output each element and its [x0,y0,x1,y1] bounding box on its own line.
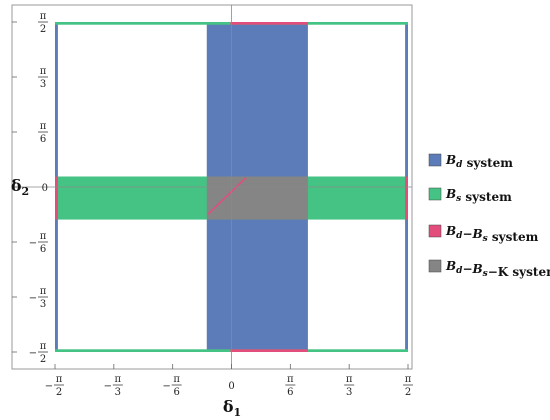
y-tick-label: π3 [38,66,48,90]
legend-swatch [428,224,442,238]
tick-denominator: 3 [40,299,46,310]
legend-swatch [428,187,442,201]
tick-numerator: π [40,66,47,77]
region-bdbs [55,176,58,220]
tick-denominator: 2 [40,24,46,35]
y-tick-label: −π 6 [29,231,48,255]
y-axis-label: δ2 [11,176,29,198]
legend-item-bdbsk: Bd−Bs−K system [428,259,550,279]
tick-denominator: 6 [173,387,179,398]
x-tick-label: −π 6 [162,374,182,398]
x-tick-label: π6 [285,374,296,398]
region-bdbsk [206,176,308,220]
tick-denominator: 6 [40,134,46,145]
tick-numerator: π [405,374,412,385]
y-tick-label: −π 2 [29,341,48,365]
tick-numerator: π [40,231,47,242]
tick-denominator: 2 [405,387,411,398]
x-tick-label: −π 3 [104,374,123,398]
y-tick-label: 0 [42,183,48,194]
tick-denominator: 2 [40,354,46,365]
tick-value: 0 [228,381,234,392]
y-tick-label: π2 [38,11,48,35]
legend: Bd system Bs system Bd−Bs system Bd−Bs−K sy… [428,153,550,279]
region-bdbs [230,22,308,25]
region-bdbs [405,176,408,220]
tick-numerator: π [287,374,294,385]
y-tick-label: −π 3 [29,286,48,310]
x-axis-label: δ1 [223,397,241,419]
x-tick-label: π2 [403,374,413,398]
tick-numerator: π [115,374,122,385]
tick-denominator: 3 [346,387,352,398]
legend-item-bs: Bs system [428,187,512,204]
legend-label: Bs system [445,187,512,204]
legend-label: Bd−Bs−K system [445,259,550,279]
line-bdbs [207,177,247,215]
y-tick-label: π6 [38,121,48,145]
tick-denominator: 6 [287,387,293,398]
x-tick-label: −π 2 [45,374,64,398]
legend-swatch [428,153,442,167]
tick-sign: − [162,381,170,392]
tick-numerator: π [40,11,47,22]
legend-item-bd: Bd system [428,153,513,170]
tick-denominator: 6 [40,244,46,255]
tick-numerator: π [40,341,47,352]
tick-numerator: π [40,286,47,297]
legend-swatch [428,259,442,273]
tick-denominator: 3 [40,79,46,90]
x-tick-label: π3 [344,374,355,398]
tick-sign: − [104,381,112,392]
axes [11,4,413,370]
legend-item-bdbs: Bd−Bs system [428,224,539,244]
tick-value: 0 [42,183,48,194]
legend-label: Bd system [445,153,513,170]
tick-denominator: 2 [56,387,62,398]
tick-numerator: π [40,121,47,132]
tick-sign: − [29,238,37,249]
tick-sign: − [45,381,53,392]
tick-sign: − [29,348,37,359]
x-tick-label: 0 [228,381,234,392]
tick-sign: − [29,293,37,304]
tick-numerator: π [346,374,353,385]
tick-numerator: π [56,374,63,385]
region-bdbs [230,349,308,352]
tick-denominator: 3 [115,387,121,398]
tick-numerator: π [173,374,180,385]
legend-label: Bd−Bs system [445,224,539,244]
